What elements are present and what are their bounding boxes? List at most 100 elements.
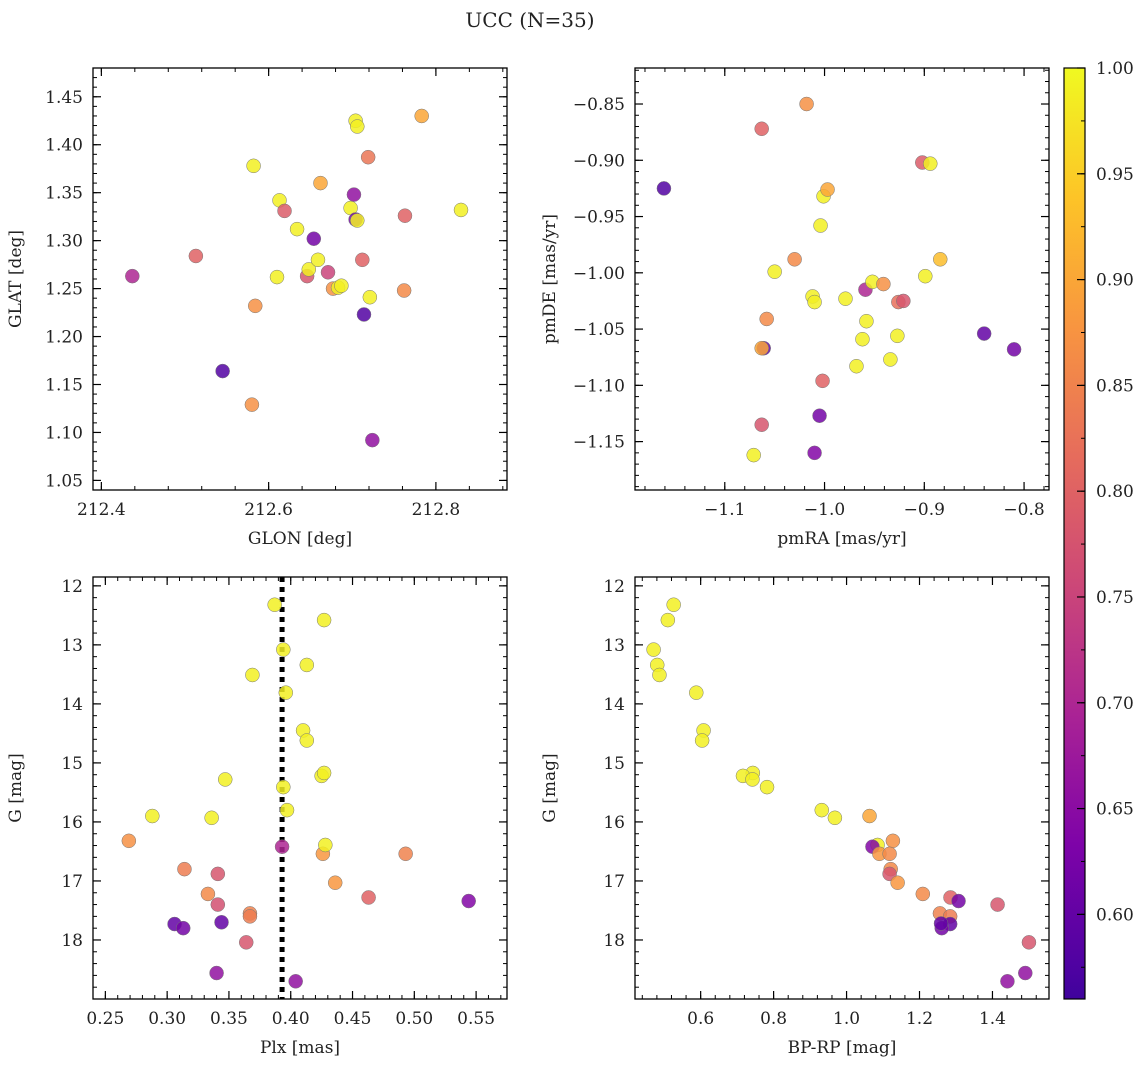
data-point (646, 642, 661, 657)
data-point (355, 252, 370, 268)
data-point (951, 893, 966, 909)
x-tick-label: 1.4 (979, 1009, 1006, 1029)
data-point (334, 278, 349, 293)
y-tick-label: 16 (61, 813, 83, 833)
data-point (896, 293, 911, 309)
x-axis-label: pmRA [mas/yr] (777, 529, 906, 549)
data-point (306, 231, 322, 246)
axes-frame (92, 67, 508, 491)
x-tick-label: 0.50 (395, 1009, 433, 1029)
y-tick-label: 13 (603, 636, 625, 656)
data-point (209, 965, 224, 981)
y-tick-label: 1.15 (45, 376, 83, 396)
data-point (360, 149, 376, 165)
axes-frame (92, 576, 508, 1000)
x-tick-label: 0.40 (272, 1009, 310, 1029)
x-tick-label: 212.6 (244, 500, 293, 520)
data-point (244, 397, 260, 412)
x-tick-label: 0.8 (760, 1009, 787, 1029)
y-tick-label: 12 (61, 577, 83, 597)
data-point (787, 252, 802, 267)
y-axis-label: GLAT [deg] (6, 230, 26, 328)
data-point (461, 893, 476, 909)
x-tick-label: 212.4 (77, 500, 126, 520)
data-point (1018, 965, 1033, 981)
data-point (820, 182, 835, 197)
data-point (767, 264, 782, 279)
x-tick-label: 0.35 (210, 1009, 248, 1029)
data-point (214, 915, 229, 930)
y-tick-label: 12 (603, 577, 625, 597)
data-point (316, 765, 332, 781)
data-point (813, 218, 828, 233)
data-point (278, 685, 294, 700)
data-point (815, 373, 830, 389)
colorbar-tick-label: 0.80 (1096, 482, 1134, 502)
data-point (849, 358, 864, 374)
data-point (890, 328, 905, 344)
colorbar-tick-label: 1.00 (1096, 59, 1134, 79)
colorbar-tick-label: 0.70 (1096, 694, 1134, 714)
data-point (862, 808, 877, 824)
x-tick-label: 0.25 (86, 1009, 124, 1029)
data-point (248, 298, 263, 314)
data-point (414, 108, 429, 124)
data-point (299, 657, 315, 673)
x-tick-label: 0.6 (687, 1009, 714, 1029)
data-point (288, 974, 303, 989)
data-point (210, 897, 226, 912)
data-point (1021, 935, 1037, 950)
x-tick-label: 212.8 (412, 500, 461, 520)
y-tick-label: 1.20 (45, 328, 83, 348)
x-tick-label: 1.2 (906, 1009, 933, 1029)
x-tick-label: 0.55 (457, 1009, 495, 1029)
y-tick-label: 1.40 (45, 136, 83, 156)
data-point (310, 252, 326, 268)
data-point (1006, 342, 1022, 357)
data-point (269, 269, 285, 285)
data-point (356, 307, 372, 322)
x-tick-label: 0.45 (334, 1009, 372, 1029)
y-tick-label: −1.15 (573, 433, 625, 453)
data-point (362, 289, 378, 305)
data-point (933, 916, 949, 931)
colorbar-tick-label: 0.90 (1096, 271, 1134, 291)
data-point (754, 417, 769, 432)
data-point (754, 340, 769, 356)
data-point (754, 121, 769, 137)
colorbar-tick-label: 0.85 (1096, 376, 1134, 396)
y-tick-label: −1.10 (573, 376, 625, 396)
data-point (121, 833, 137, 849)
y-axis-label: G [mag] (6, 753, 26, 822)
data-point (238, 935, 254, 950)
data-point (346, 187, 362, 202)
data-point (316, 612, 332, 628)
data-point (827, 810, 843, 826)
colorbar: 0.60 0.65 0.70 0.75 0.80 0.85 0.90 0.95 1.00 (1063, 59, 1134, 1000)
scatter-panel-2: −1.1 −1.0 −0.9 −0.8 −1.15 −1.10 −1.05 −1.00 −0.9… (540, 67, 1050, 549)
y-tick-label: 1.45 (45, 88, 83, 108)
x-tick-label: −1.1 (704, 500, 745, 520)
data-point (656, 181, 672, 196)
y-tick-label: 13 (61, 636, 83, 656)
data-point (245, 667, 260, 683)
data-point (859, 313, 874, 329)
y-tick-label: −1.00 (573, 264, 625, 284)
data-point (890, 875, 905, 890)
y-tick-label: 15 (61, 754, 83, 774)
data-point (217, 772, 233, 787)
y-tick-label: 17 (61, 872, 83, 892)
y-tick-label: 16 (603, 813, 625, 833)
y-tick-label: −0.90 (573, 151, 625, 171)
data-point (350, 119, 365, 134)
axes-frame (634, 576, 1050, 1000)
data-point (177, 861, 192, 877)
data-point (215, 363, 230, 379)
x-axis-label: GLON [deg] (248, 529, 352, 549)
y-tick-label: 18 (61, 931, 83, 951)
y-tick-label: 1.05 (45, 471, 83, 491)
data-point (350, 213, 365, 228)
data-point (990, 897, 1005, 912)
y-tick-label: −0.95 (573, 208, 625, 228)
